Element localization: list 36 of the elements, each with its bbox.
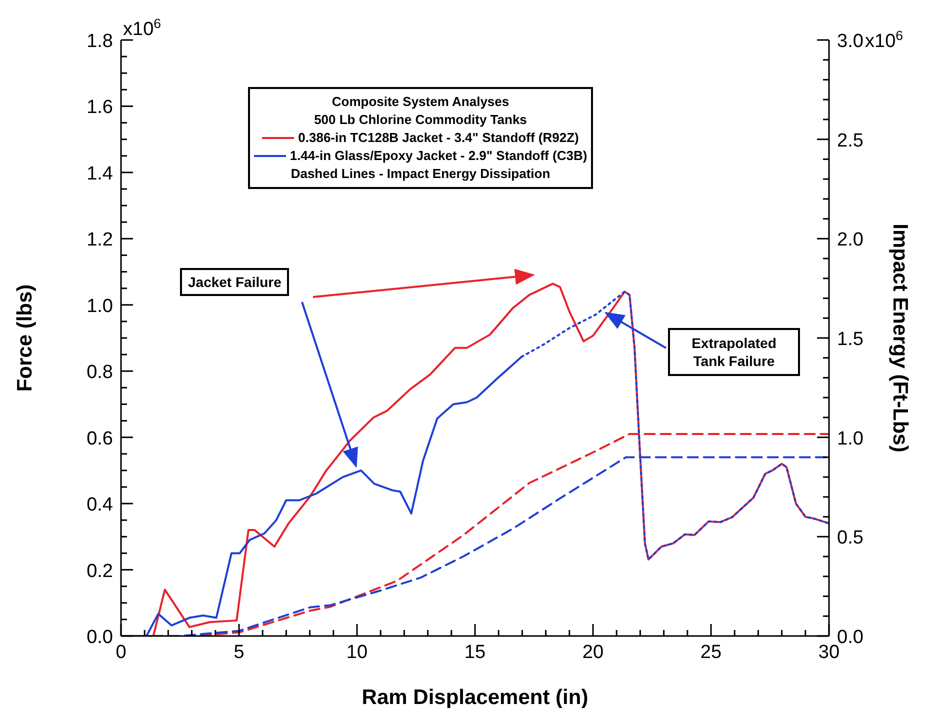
y-tick-label: 1.8 bbox=[86, 31, 113, 52]
x-tick-label: 15 bbox=[464, 642, 486, 663]
y-tick-label: 0.6 bbox=[86, 428, 113, 450]
x-tick-label: 25 bbox=[700, 642, 722, 663]
annotation: x10$^{6}$ bbox=[123, 16, 162, 40]
y2-tick-label: 0.0 bbox=[837, 627, 864, 648]
x-tick-label: 5 bbox=[234, 642, 244, 663]
y-tick-label: 1.4 bbox=[86, 163, 114, 184]
y-tick-label: 1.0 bbox=[86, 296, 113, 317]
y2-tick-label: 3.0 bbox=[837, 31, 864, 52]
y-tick-label: 0.0 bbox=[86, 627, 113, 648]
y-tick-label: 1.6 bbox=[86, 97, 113, 118]
y-tick-label: 0.2 bbox=[86, 560, 113, 582]
annotation: 500 Lb Chlorine Commodity Tanks bbox=[313, 111, 528, 129]
y2-tick-label: 1.0 bbox=[837, 428, 864, 450]
legend-label: 1.44-in Glass/Epoxy Jacket - 2.9" Standoff (C3B) bbox=[290, 147, 588, 165]
y2-tick-label: 2.5 bbox=[837, 130, 864, 152]
y2-tick-label: 1.5 bbox=[837, 329, 864, 350]
x-tick-label: 20 bbox=[582, 642, 604, 663]
x-tick-label: 0 bbox=[116, 642, 126, 663]
x-tick-label: 30 bbox=[818, 642, 840, 663]
legend-label: 0.386-in TC128B Jacket - 3.4" Standoff (R92Z) bbox=[298, 129, 579, 147]
annotation: Extrapolated Tank Failure bbox=[668, 328, 800, 376]
annotation: Dashed Lines - Impact Energy Dissipation bbox=[290, 165, 552, 183]
y-tick-label: 1.2 bbox=[86, 230, 113, 251]
legend-title: Composite System Analyses bbox=[330, 93, 510, 111]
text: x10$^{6}$ bbox=[865, 28, 904, 52]
y2-tick-label: 2.0 bbox=[837, 230, 864, 251]
y2-tick-label: 0.5 bbox=[837, 528, 864, 549]
y-tick-label: 0.4 bbox=[86, 494, 114, 516]
x-axis-title: Ram Displacement (in) bbox=[362, 686, 588, 709]
annotation: Jacket Failure bbox=[180, 268, 290, 296]
y-axis-title: Force (lbs) bbox=[13, 284, 36, 392]
y-tick-label: 0.8 bbox=[86, 362, 113, 384]
x-tick-label: 10 bbox=[346, 642, 368, 663]
y2-axis-title: Impact Energy (Ft-Lbs) bbox=[888, 224, 912, 452]
